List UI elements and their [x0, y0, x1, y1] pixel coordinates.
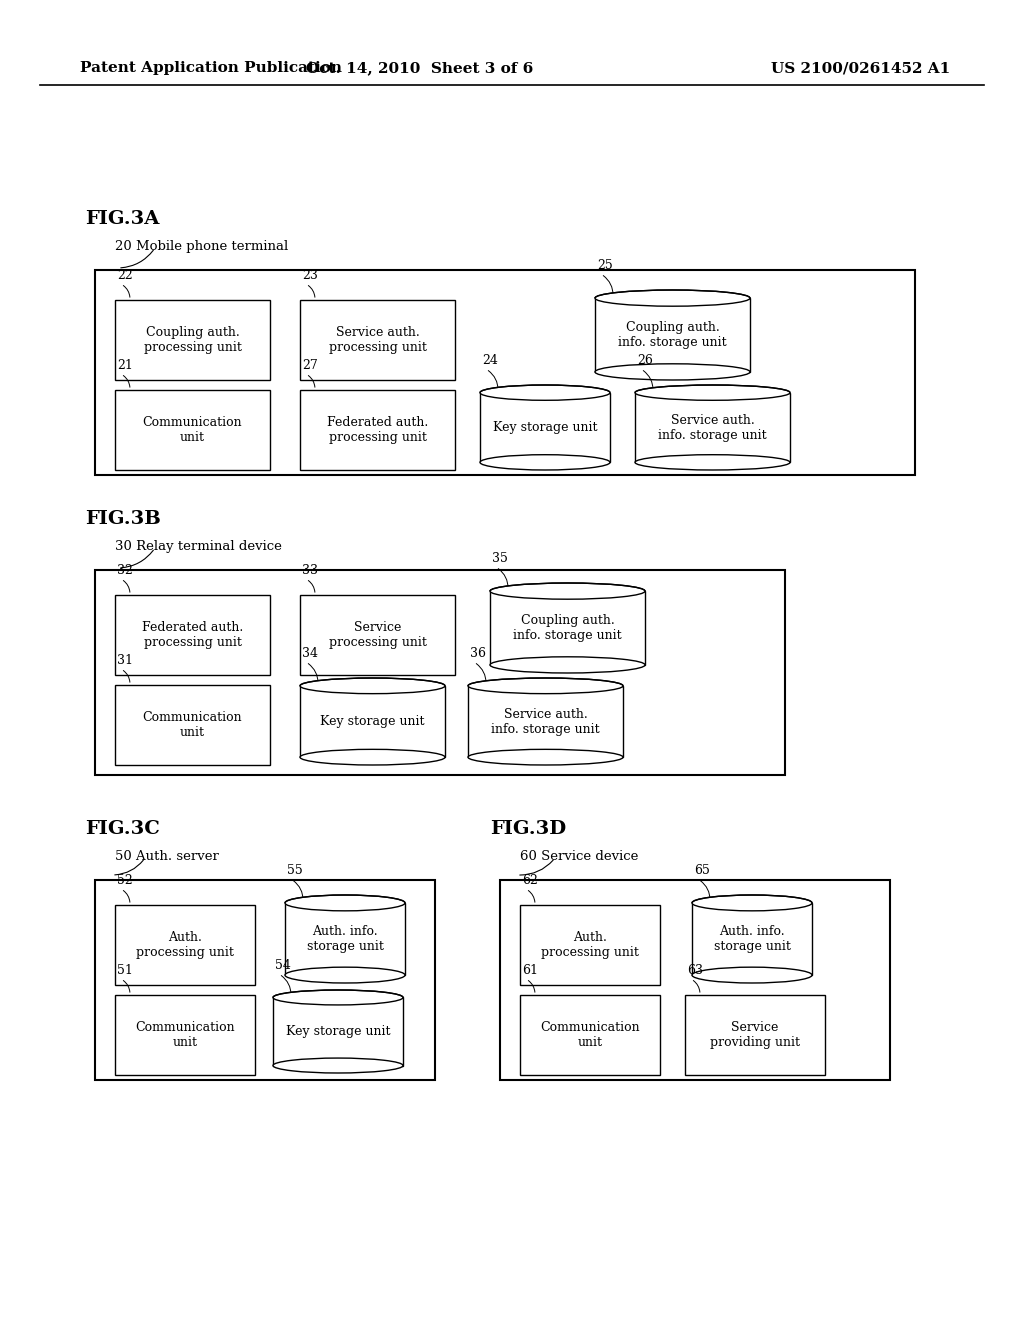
Ellipse shape	[273, 990, 403, 1005]
Text: 27: 27	[302, 359, 317, 372]
Ellipse shape	[480, 454, 610, 470]
Bar	[520, 995, 660, 1074]
Text: 21: 21	[117, 359, 133, 372]
Text: Auth.
processing unit: Auth. processing unit	[136, 931, 233, 960]
Text: Communication
unit: Communication unit	[142, 416, 243, 444]
Text: Service auth.
processing unit: Service auth. processing unit	[329, 326, 426, 354]
Text: Coupling auth.
processing unit: Coupling auth. processing unit	[143, 326, 242, 354]
Text: 65: 65	[694, 865, 710, 876]
Text: 33: 33	[302, 564, 318, 577]
Text: 50 Auth. server: 50 Auth. server	[115, 850, 219, 863]
Ellipse shape	[468, 678, 623, 694]
Text: Auth. info.
storage unit: Auth. info. storage unit	[714, 925, 791, 953]
Ellipse shape	[635, 454, 790, 470]
Bar	[95, 271, 915, 475]
Text: 52: 52	[117, 874, 133, 887]
Text: US 2100/0261452 A1: US 2100/0261452 A1	[771, 61, 950, 75]
Text: Communication
unit: Communication unit	[142, 711, 243, 739]
Text: FIG.3B: FIG.3B	[85, 510, 161, 528]
Text: Auth.
processing unit: Auth. processing unit	[541, 931, 639, 960]
Bar	[115, 300, 270, 380]
Text: 51: 51	[117, 964, 133, 977]
Bar	[285, 903, 406, 975]
Bar	[300, 300, 455, 380]
Text: 22: 22	[117, 269, 133, 282]
Text: 25: 25	[597, 259, 612, 272]
Text: 32: 32	[117, 564, 133, 577]
Text: 63: 63	[687, 964, 703, 977]
Bar	[115, 906, 255, 985]
Ellipse shape	[285, 895, 406, 911]
Text: 54: 54	[275, 960, 291, 972]
Ellipse shape	[480, 385, 610, 400]
Text: 30 Relay terminal device: 30 Relay terminal device	[115, 540, 282, 553]
Bar	[115, 995, 255, 1074]
Bar	[520, 906, 660, 985]
Bar	[635, 392, 790, 462]
Text: Service
processing unit: Service processing unit	[329, 620, 426, 649]
Text: Patent Application Publication: Patent Application Publication	[80, 61, 342, 75]
Text: Service
providing unit: Service providing unit	[710, 1020, 800, 1049]
Ellipse shape	[285, 968, 406, 983]
Ellipse shape	[692, 895, 812, 911]
Bar	[95, 880, 435, 1080]
Text: 62: 62	[522, 874, 538, 887]
Bar	[273, 998, 403, 1065]
Text: Oct. 14, 2010  Sheet 3 of 6: Oct. 14, 2010 Sheet 3 of 6	[306, 61, 534, 75]
Text: Key storage unit: Key storage unit	[286, 1026, 390, 1038]
Text: 55: 55	[287, 865, 303, 876]
Ellipse shape	[635, 385, 790, 400]
Bar	[300, 595, 455, 675]
Text: Service auth.
info. storage unit: Service auth. info. storage unit	[658, 413, 767, 441]
Text: 36: 36	[470, 647, 486, 660]
Bar	[692, 903, 812, 975]
Text: 23: 23	[302, 269, 317, 282]
Bar	[115, 595, 270, 675]
Ellipse shape	[273, 1059, 403, 1073]
Text: Coupling auth.
info. storage unit: Coupling auth. info. storage unit	[618, 321, 727, 348]
Text: FIG.3A: FIG.3A	[85, 210, 160, 228]
Text: 20 Mobile phone terminal: 20 Mobile phone terminal	[115, 240, 288, 253]
Bar	[480, 392, 610, 462]
Text: Auth. info.
storage unit: Auth. info. storage unit	[306, 925, 383, 953]
Text: Key storage unit: Key storage unit	[493, 421, 597, 434]
Bar	[95, 570, 785, 775]
Text: Service auth.
info. storage unit: Service auth. info. storage unit	[492, 708, 600, 735]
Text: 24: 24	[482, 354, 498, 367]
Bar	[685, 995, 825, 1074]
Text: Coupling auth.
info. storage unit: Coupling auth. info. storage unit	[513, 614, 622, 642]
Bar	[490, 591, 645, 665]
Ellipse shape	[490, 657, 645, 673]
Text: FIG.3D: FIG.3D	[490, 820, 566, 838]
Ellipse shape	[468, 750, 623, 766]
Bar	[500, 880, 890, 1080]
Bar	[595, 298, 750, 372]
Text: 61: 61	[522, 964, 538, 977]
Bar	[468, 686, 623, 758]
Text: 60 Service device: 60 Service device	[520, 850, 638, 863]
Text: 26: 26	[637, 354, 653, 367]
Ellipse shape	[595, 290, 750, 306]
Ellipse shape	[490, 583, 645, 599]
Text: Communication
unit: Communication unit	[135, 1020, 234, 1049]
Text: FIG.3C: FIG.3C	[85, 820, 160, 838]
Bar	[300, 389, 455, 470]
Text: 35: 35	[492, 552, 508, 565]
Ellipse shape	[692, 968, 812, 983]
Text: Communication
unit: Communication unit	[541, 1020, 640, 1049]
Text: Key storage unit: Key storage unit	[321, 715, 425, 729]
Bar	[300, 686, 445, 758]
Text: 34: 34	[302, 647, 318, 660]
Bar	[115, 685, 270, 766]
Bar	[115, 389, 270, 470]
Ellipse shape	[595, 364, 750, 380]
Text: 31: 31	[117, 653, 133, 667]
Ellipse shape	[300, 750, 445, 766]
Text: Federated auth.
processing unit: Federated auth. processing unit	[142, 620, 243, 649]
Ellipse shape	[300, 678, 445, 694]
Text: Federated auth.
processing unit: Federated auth. processing unit	[327, 416, 428, 444]
